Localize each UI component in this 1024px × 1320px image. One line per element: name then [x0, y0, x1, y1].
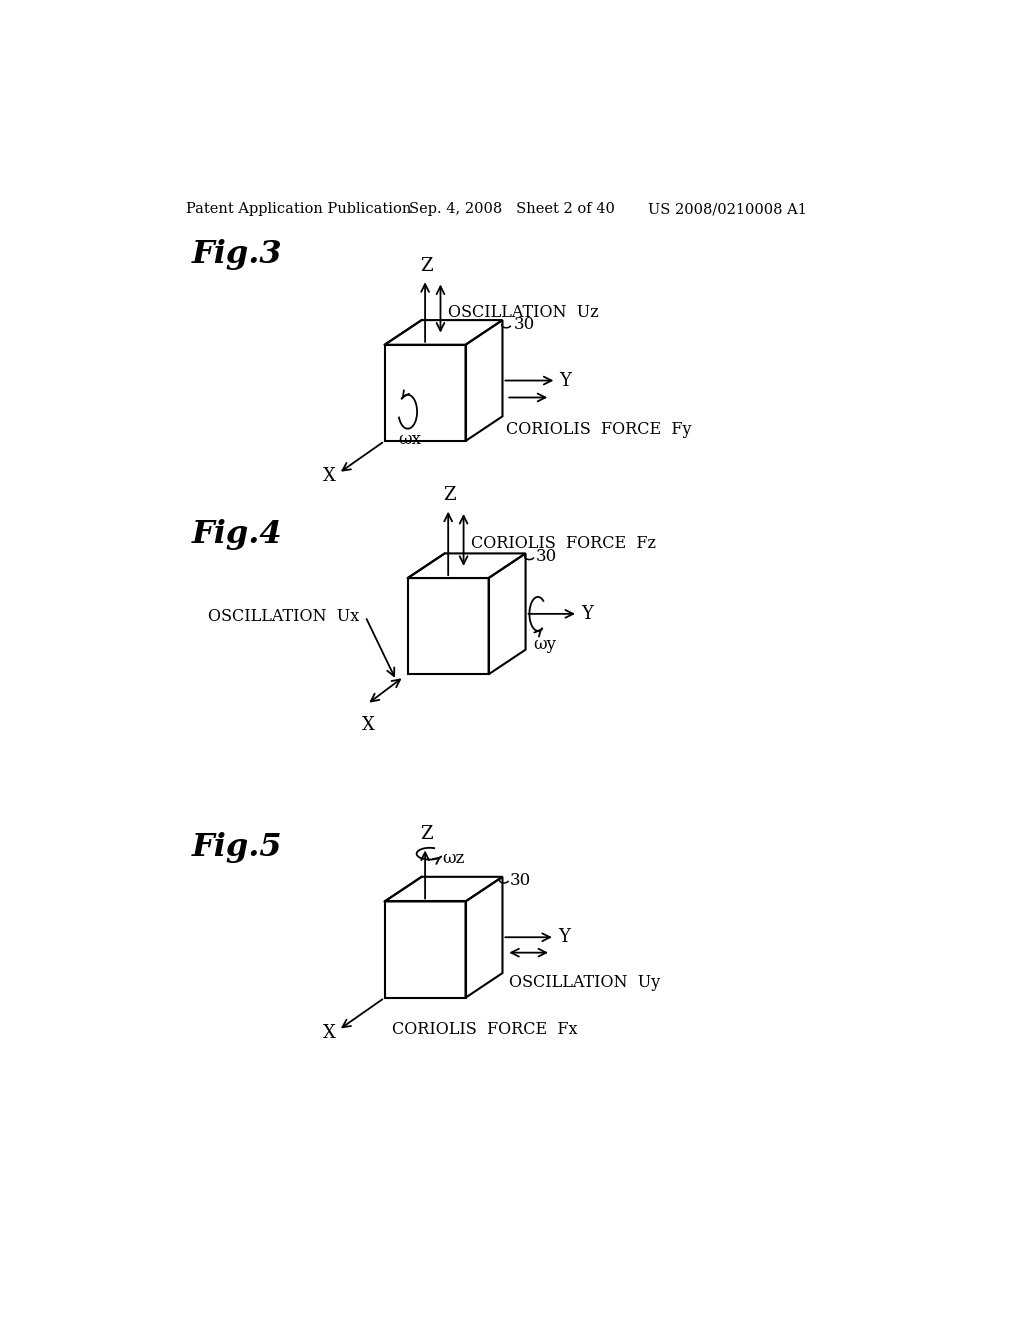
Text: Patent Application Publication: Patent Application Publication: [186, 202, 412, 216]
Text: OSCILLATION  Uz: OSCILLATION Uz: [449, 304, 599, 321]
Text: CORIOLIS  FORCE  Fy: CORIOLIS FORCE Fy: [506, 421, 692, 438]
Text: Fig.5: Fig.5: [193, 832, 283, 863]
Text: Y: Y: [581, 605, 593, 623]
Text: ωx: ωx: [398, 432, 422, 447]
Text: X: X: [323, 1024, 336, 1041]
Text: 30: 30: [510, 871, 531, 888]
Text: ωy: ωy: [534, 635, 556, 652]
Text: ωz: ωz: [442, 850, 465, 867]
Text: Sep. 4, 2008   Sheet 2 of 40: Sep. 4, 2008 Sheet 2 of 40: [410, 202, 615, 216]
Text: US 2008/0210008 A1: US 2008/0210008 A1: [648, 202, 807, 216]
Text: Y: Y: [558, 928, 569, 946]
Text: 30: 30: [514, 317, 536, 334]
Text: 30: 30: [536, 548, 557, 565]
Text: Z: Z: [420, 256, 432, 275]
Text: Z: Z: [420, 825, 432, 843]
Text: Fig.3: Fig.3: [193, 239, 283, 271]
Text: CORIOLIS  FORCE  Fz: CORIOLIS FORCE Fz: [471, 535, 656, 552]
Text: Y: Y: [559, 371, 571, 389]
Text: X: X: [323, 467, 336, 486]
Text: Fig.4: Fig.4: [193, 519, 283, 549]
Text: Z: Z: [442, 486, 456, 504]
Text: CORIOLIS  FORCE  Fx: CORIOLIS FORCE Fx: [392, 1020, 578, 1038]
Text: OSCILLATION  Uy: OSCILLATION Uy: [509, 974, 659, 991]
Text: X: X: [361, 715, 375, 734]
Text: OSCILLATION  Ux: OSCILLATION Ux: [208, 609, 358, 626]
